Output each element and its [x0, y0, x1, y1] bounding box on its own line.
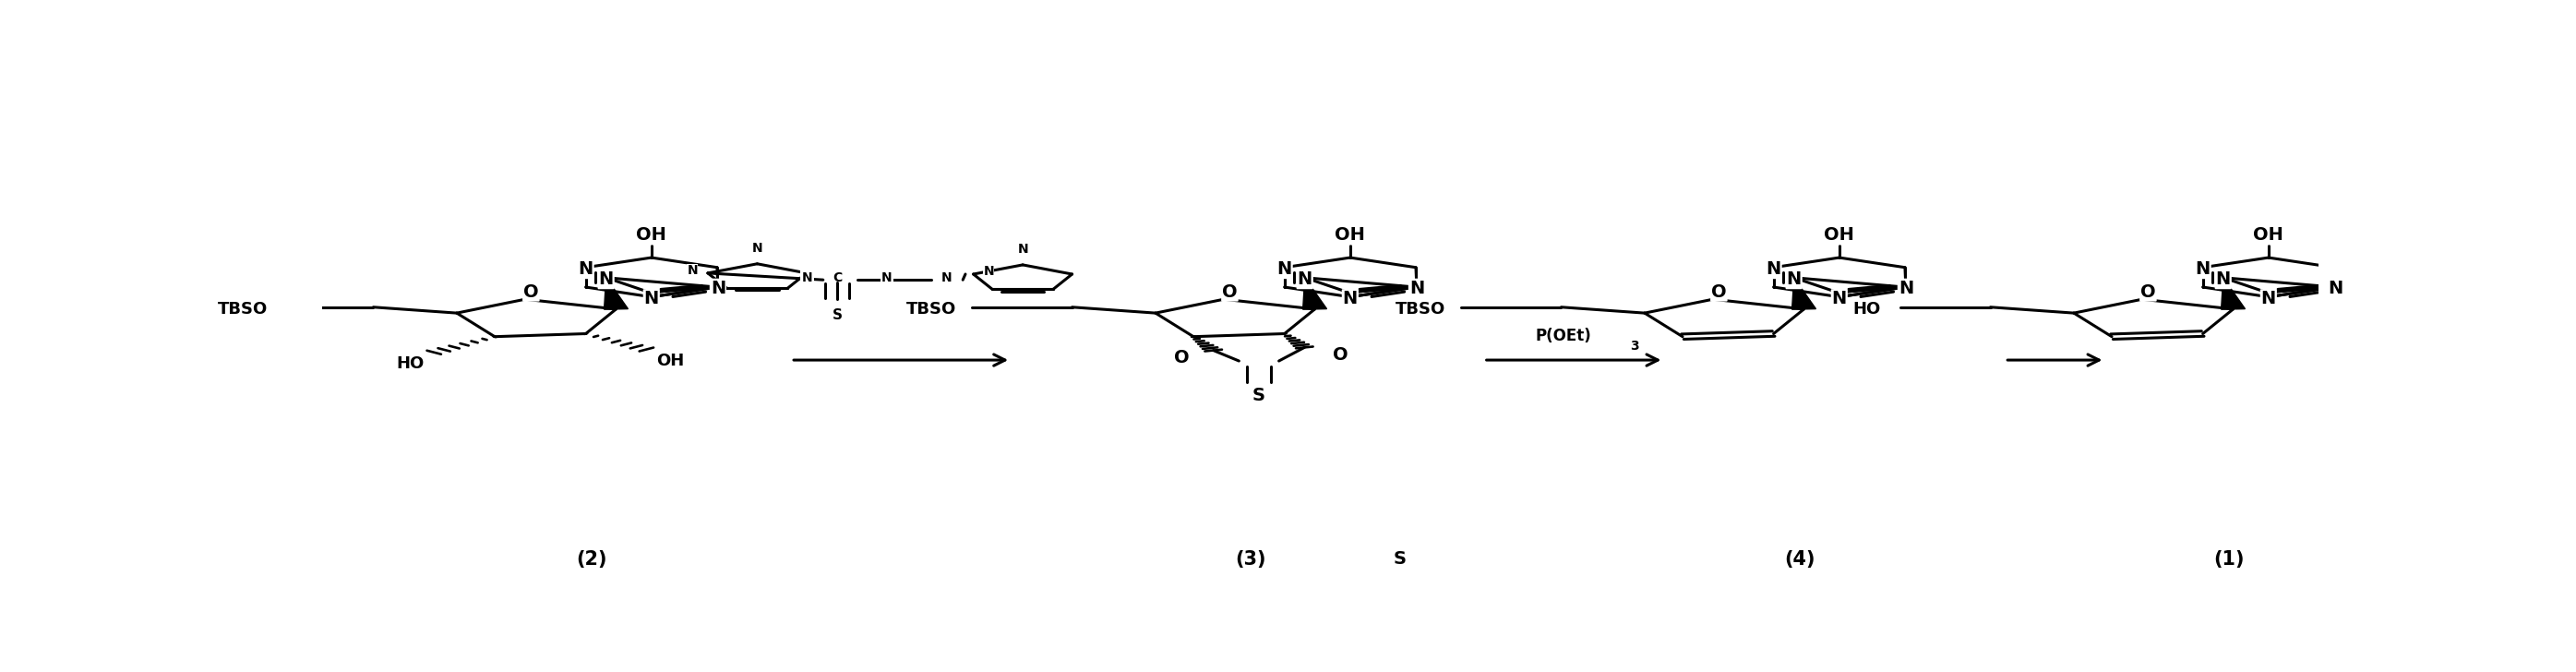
- Text: N: N: [2195, 261, 2210, 278]
- Text: OH: OH: [636, 226, 667, 243]
- Text: N: N: [940, 272, 953, 285]
- Polygon shape: [605, 278, 629, 309]
- Polygon shape: [1793, 278, 1816, 309]
- Text: OH: OH: [2254, 226, 2285, 243]
- Text: O: O: [1175, 349, 1190, 366]
- Text: N: N: [984, 265, 994, 278]
- Text: N: N: [644, 290, 659, 308]
- Text: S: S: [1394, 550, 1406, 568]
- Text: HO: HO: [397, 355, 425, 372]
- Text: C: C: [832, 272, 842, 285]
- Text: N: N: [1832, 290, 1847, 308]
- Text: OH: OH: [657, 352, 685, 369]
- Text: N: N: [1018, 243, 1028, 255]
- Text: N: N: [881, 272, 891, 285]
- Text: N: N: [598, 271, 613, 288]
- Text: (1): (1): [2213, 550, 2244, 569]
- Text: N: N: [2215, 271, 2231, 288]
- Text: N: N: [688, 264, 698, 277]
- Text: O: O: [2141, 283, 2156, 300]
- Text: N: N: [1788, 271, 1801, 288]
- Text: N: N: [711, 280, 726, 297]
- Text: N: N: [1767, 261, 1780, 278]
- Text: 3: 3: [1631, 339, 1638, 352]
- Text: N: N: [577, 261, 592, 278]
- Text: P(OEt): P(OEt): [1535, 328, 1592, 345]
- Text: N: N: [2329, 280, 2342, 297]
- Text: N: N: [1899, 280, 1914, 297]
- Text: N: N: [2262, 290, 2277, 308]
- Text: OH: OH: [1824, 226, 1855, 243]
- Text: O: O: [1710, 283, 1726, 300]
- Polygon shape: [1303, 278, 1327, 309]
- Text: (3): (3): [1234, 550, 1265, 569]
- Text: N: N: [752, 241, 762, 255]
- Text: S: S: [832, 308, 842, 322]
- Polygon shape: [2221, 278, 2246, 309]
- Text: N: N: [1342, 290, 1358, 308]
- Text: N: N: [1298, 271, 1311, 288]
- Text: N: N: [1409, 280, 1425, 297]
- Text: HO: HO: [1852, 300, 1880, 317]
- Text: O: O: [1332, 345, 1347, 364]
- Text: OH: OH: [1334, 226, 1365, 243]
- Text: (4): (4): [1783, 550, 1816, 569]
- Text: N: N: [801, 272, 811, 285]
- Text: O: O: [523, 283, 538, 300]
- Text: (2): (2): [577, 550, 608, 569]
- Text: TBSO: TBSO: [907, 300, 956, 317]
- Text: S: S: [1252, 386, 1265, 404]
- Text: O: O: [1221, 283, 1236, 300]
- Text: N: N: [1278, 261, 1293, 278]
- Text: TBSO: TBSO: [1396, 300, 1445, 317]
- Text: TBSO: TBSO: [216, 300, 268, 317]
